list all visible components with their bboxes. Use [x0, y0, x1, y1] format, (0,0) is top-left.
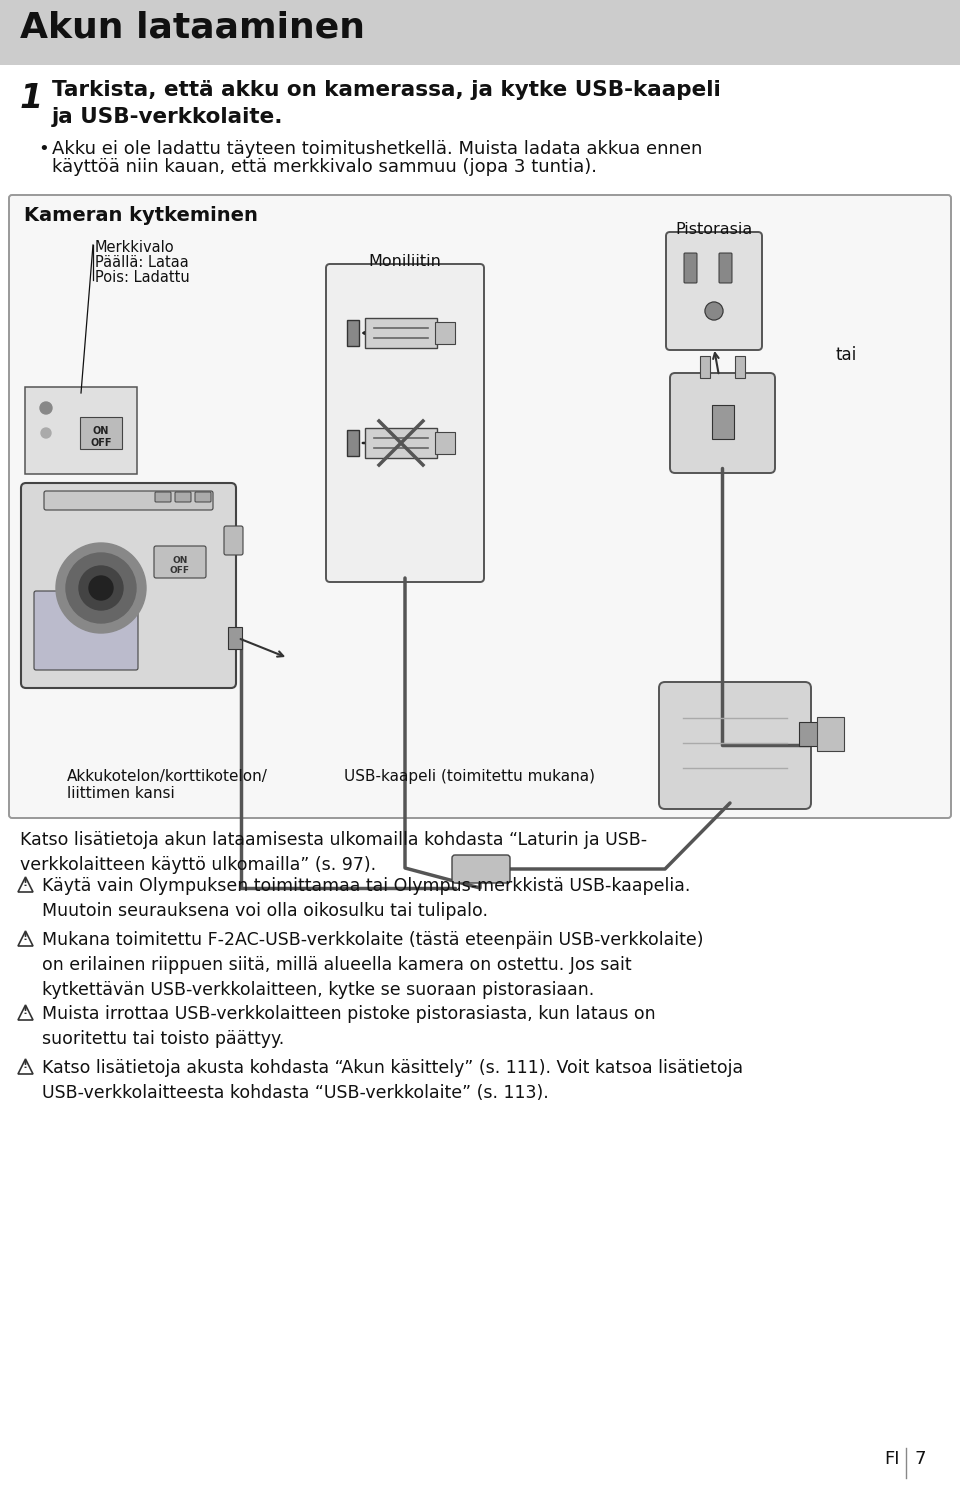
FancyBboxPatch shape	[670, 373, 775, 473]
Text: Akku ei ole ladattu täyteen toimitushetkellä. Muista ladata akkua ennen: Akku ei ole ladattu täyteen toimitushetk…	[52, 140, 703, 158]
FancyBboxPatch shape	[659, 682, 811, 809]
Text: Moniliitin: Moniliitin	[369, 254, 442, 269]
FancyBboxPatch shape	[435, 322, 455, 343]
Text: 1: 1	[20, 82, 43, 115]
FancyBboxPatch shape	[817, 717, 844, 751]
Text: !: !	[23, 878, 28, 888]
Text: Tarkista, että akku on kamerassa, ja kytke USB-kaapeli: Tarkista, että akku on kamerassa, ja kyt…	[52, 81, 721, 100]
FancyBboxPatch shape	[9, 196, 951, 818]
FancyBboxPatch shape	[365, 428, 437, 458]
Text: Pistorasia: Pistorasia	[676, 222, 753, 237]
Text: •: •	[38, 140, 49, 158]
FancyBboxPatch shape	[719, 252, 732, 284]
FancyBboxPatch shape	[666, 231, 762, 349]
Text: Kameran kytkeminen: Kameran kytkeminen	[24, 206, 258, 225]
FancyBboxPatch shape	[34, 591, 138, 670]
Text: !: !	[23, 1006, 28, 1017]
Text: !: !	[23, 932, 28, 942]
FancyBboxPatch shape	[195, 493, 211, 502]
Text: Käytä vain Olympuksen toimittamaa tai Olympus-merkkistä USB-kaapelia.
Muutoin se: Käytä vain Olympuksen toimittamaa tai Ol…	[42, 876, 690, 920]
Circle shape	[705, 302, 723, 320]
FancyBboxPatch shape	[154, 546, 206, 578]
FancyBboxPatch shape	[175, 493, 191, 502]
Text: tai: tai	[836, 346, 857, 364]
Text: Katso lisätietoja akun lataamisesta ulkomailla kohdasta “Laturin ja USB-
verkkol: Katso lisätietoja akun lataamisesta ulko…	[20, 832, 647, 873]
FancyBboxPatch shape	[700, 355, 710, 378]
FancyBboxPatch shape	[347, 320, 359, 346]
Circle shape	[41, 428, 51, 437]
Circle shape	[40, 402, 52, 414]
Text: Merkkivalo: Merkkivalo	[95, 240, 175, 255]
Text: Muista irrottaa USB-verkkolaitteen pistoke pistorasiasta, kun lataus on
suoritet: Muista irrottaa USB-verkkolaitteen pisto…	[42, 1005, 656, 1048]
FancyBboxPatch shape	[25, 387, 137, 473]
Text: käyttöä niin kauan, että merkkivalo sammuu (jopa 3 tuntia).: käyttöä niin kauan, että merkkivalo samm…	[52, 158, 597, 176]
Circle shape	[66, 552, 136, 623]
FancyBboxPatch shape	[435, 431, 455, 454]
Circle shape	[56, 543, 146, 633]
FancyBboxPatch shape	[365, 318, 437, 348]
FancyBboxPatch shape	[0, 0, 960, 66]
Text: ON
OFF: ON OFF	[90, 426, 111, 448]
Text: ON
OFF: ON OFF	[170, 555, 190, 575]
FancyBboxPatch shape	[44, 491, 213, 511]
Circle shape	[79, 566, 123, 611]
FancyBboxPatch shape	[21, 484, 236, 688]
Text: USB-kaapeli (toimitettu mukana): USB-kaapeli (toimitettu mukana)	[345, 769, 595, 784]
Text: Päällä: Lataa: Päällä: Lataa	[95, 255, 189, 270]
FancyBboxPatch shape	[684, 252, 697, 284]
FancyBboxPatch shape	[224, 526, 243, 555]
Text: Akun lataaminen: Akun lataaminen	[20, 10, 365, 43]
Text: Katso lisätietoja akusta kohdasta “Akun käsittely” (s. 111). Voit katsoa lisätie: Katso lisätietoja akusta kohdasta “Akun …	[42, 1059, 743, 1102]
Text: Mukana toimitettu F-2AC-USB-verkkolaite (tästä eteenpäin USB-verkkolaite)
on eri: Mukana toimitettu F-2AC-USB-verkkolaite …	[42, 932, 704, 999]
FancyBboxPatch shape	[228, 627, 242, 649]
FancyBboxPatch shape	[799, 723, 819, 746]
Text: ja USB-verkkolaite.: ja USB-verkkolaite.	[52, 107, 283, 127]
FancyBboxPatch shape	[155, 493, 171, 502]
FancyBboxPatch shape	[326, 264, 484, 582]
FancyBboxPatch shape	[735, 355, 745, 378]
FancyBboxPatch shape	[712, 405, 734, 439]
Text: Akkukotelon/korttikotelon/: Akkukotelon/korttikotelon/	[67, 769, 268, 784]
Circle shape	[89, 576, 113, 600]
Text: FI: FI	[884, 1450, 900, 1468]
Text: liittimen kansi: liittimen kansi	[67, 785, 175, 802]
FancyBboxPatch shape	[347, 430, 359, 455]
FancyBboxPatch shape	[80, 417, 122, 449]
Text: 7: 7	[915, 1450, 926, 1468]
FancyBboxPatch shape	[452, 855, 510, 882]
Text: Pois: Ladattu: Pois: Ladattu	[95, 270, 190, 285]
Text: !: !	[23, 1060, 28, 1070]
